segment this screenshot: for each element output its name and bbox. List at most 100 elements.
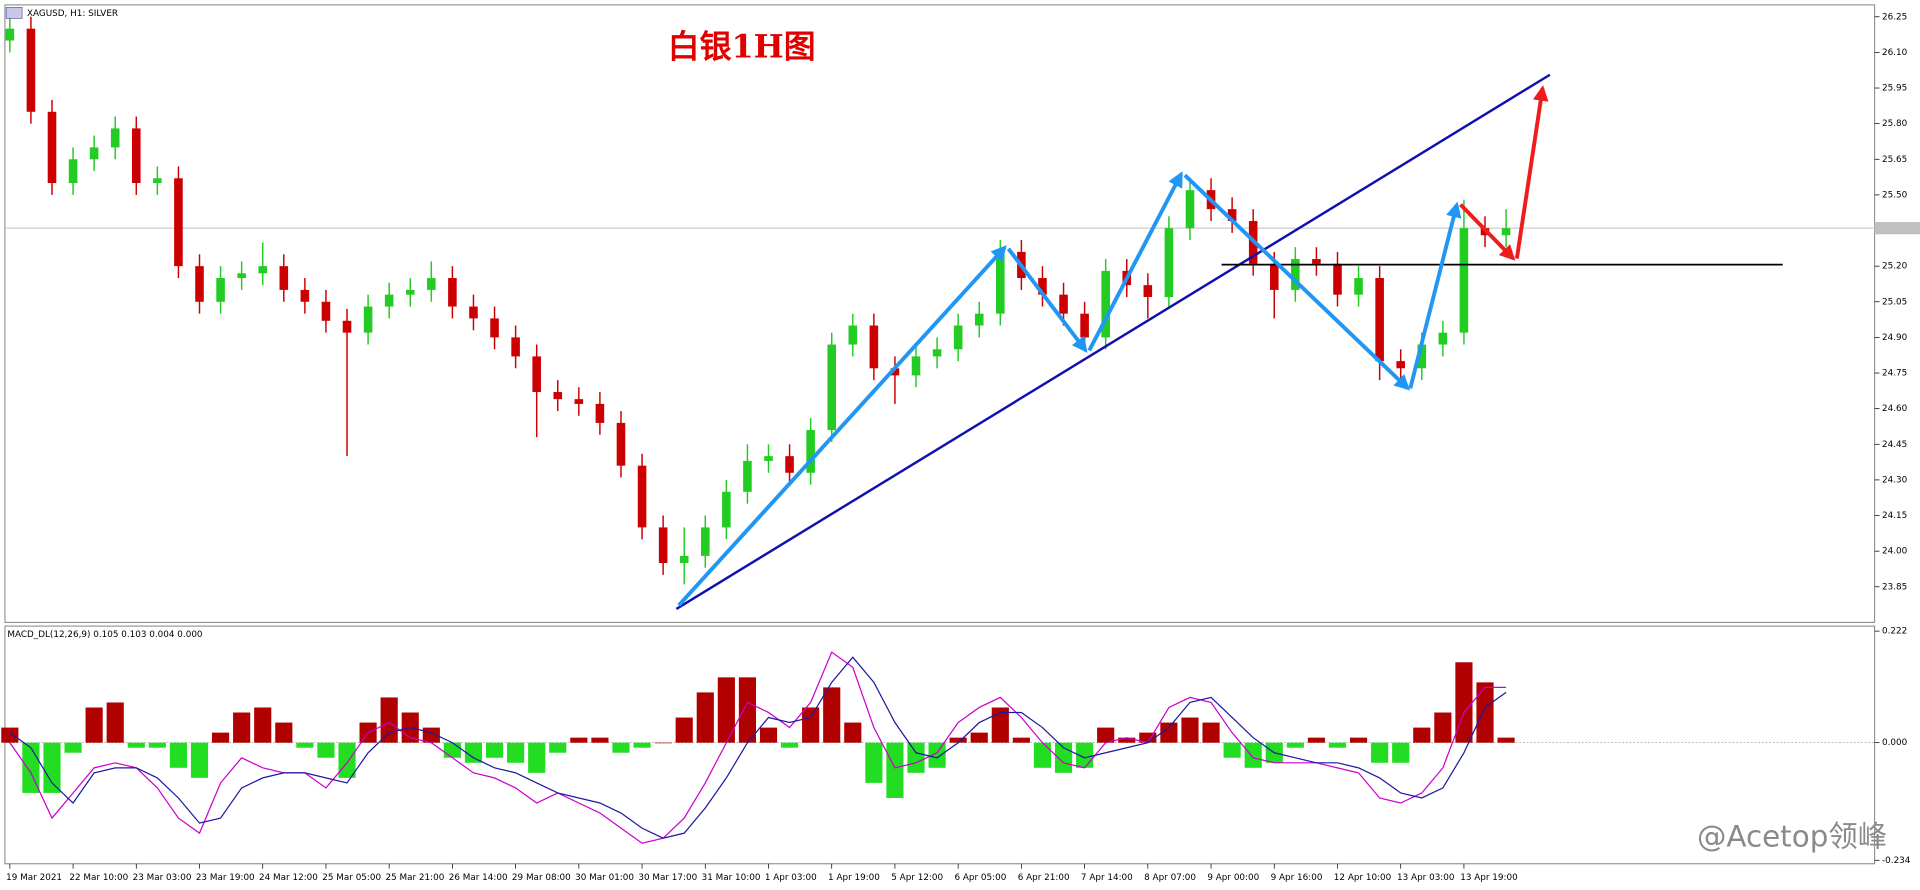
histogram-bar: [275, 722, 293, 743]
candle-body: [195, 266, 204, 302]
wave-arrow: [1087, 171, 1183, 352]
histogram-bar: [865, 742, 883, 783]
histogram-bar: [1118, 737, 1136, 743]
candle-body: [68, 159, 78, 184]
macd-panel: [4, 625, 1876, 865]
candle-body: [1333, 263, 1342, 295]
x-tick-label: 30 Mar 01:00: [575, 873, 634, 883]
histogram-bar: [591, 737, 609, 743]
y-tick-label: 0.222: [1882, 627, 1907, 637]
candle-body: [553, 392, 563, 400]
candle-body: [89, 147, 99, 160]
wave-arrows: [677, 171, 1462, 607]
y-tick-label: 24.30: [1882, 475, 1908, 485]
candle-body: [258, 266, 268, 274]
candle-body: [1143, 285, 1153, 298]
histogram-bar: [1097, 727, 1115, 743]
candle-body: [153, 178, 162, 184]
candle-body: [279, 266, 289, 290]
symbol-icon: [5, 6, 23, 19]
y-tick-label: 24.15: [1882, 511, 1907, 521]
histogram-bar: [1392, 742, 1410, 763]
candle-body: [47, 111, 57, 184]
candle-body: [974, 313, 984, 326]
histogram-bar: [823, 687, 841, 743]
watermark: @Acetop领峰: [1697, 820, 1887, 854]
histogram-bar: [64, 742, 82, 753]
price-panel: [4, 4, 1876, 623]
x-tick-label: 24 Mar 12:00: [259, 873, 318, 883]
histogram-bar: [338, 742, 356, 778]
wave-arrow: [1006, 247, 1088, 353]
candle-body: [532, 356, 541, 393]
x-tick-label: 25 Mar 05:00: [322, 873, 381, 883]
candle-body: [5, 28, 15, 41]
histogram-bar: [443, 742, 461, 758]
candle-body: [1080, 313, 1089, 338]
histogram-bar: [717, 677, 735, 743]
histogram-bar: [1012, 737, 1030, 743]
y-tick-label: 25.80: [1882, 119, 1908, 129]
candle-body: [1269, 263, 1279, 290]
x-tick-label: 25 Mar 21:00: [385, 873, 444, 883]
candle-body: [469, 306, 478, 319]
histogram-bar: [654, 742, 672, 744]
candle-body: [384, 294, 394, 307]
candle-body: [574, 399, 584, 404]
candle-body: [911, 356, 921, 376]
histogram-bar: [1076, 742, 1094, 768]
current-price-box: [1874, 222, 1920, 235]
candle-body: [427, 278, 436, 290]
candle-body: [448, 278, 457, 307]
candle-body: [700, 527, 710, 556]
histogram-bar: [780, 742, 799, 748]
candle-body: [764, 456, 773, 461]
macd-label: MACD_DL(12,26,9) 0.105 0.103 0.004 0.000: [7, 630, 203, 640]
candle-body: [722, 491, 731, 528]
histogram-bar: [1033, 742, 1052, 768]
y-tick-label: 24.75: [1882, 369, 1907, 379]
histogram-bar: [675, 717, 693, 743]
histogram-bar: [928, 742, 946, 768]
x-tick-label: 23 Mar 19:00: [196, 873, 255, 883]
histogram-bar: [1371, 742, 1389, 763]
histogram-bar: [485, 742, 504, 758]
x-tick-label: 7 Apr 14:00: [1081, 873, 1133, 883]
forecast-arrow: [1459, 203, 1516, 261]
candle-body: [1375, 278, 1384, 362]
x-tick-label: 6 Apr 05:00: [954, 873, 1006, 883]
histogram-bar: [212, 732, 230, 743]
x-tick-label: 22 Mar 10:00: [69, 873, 128, 883]
candle-body: [658, 527, 668, 564]
macd-line: [9, 656, 1507, 839]
histogram-bar: [127, 742, 145, 748]
candle-body: [595, 403, 605, 423]
histogram-bar: [549, 742, 567, 753]
y-tick-label: 26.10: [1882, 48, 1908, 58]
candle-body: [637, 465, 647, 528]
candle-body: [1438, 332, 1448, 345]
symbol-label: XAGUSD, H1: SILVER: [27, 9, 118, 19]
y-tick-label: 25.50: [1882, 190, 1908, 200]
candle-body: [1038, 278, 1047, 295]
x-tick-label: 1 Apr 19:00: [828, 873, 880, 883]
x-tick-label: 31 Mar 10:00: [702, 873, 761, 883]
candle-body: [1059, 294, 1068, 314]
candle-body: [1312, 259, 1321, 264]
candle-body: [1459, 228, 1469, 333]
y-tick-label: 24.45: [1882, 440, 1907, 450]
candle-body: [131, 128, 141, 184]
x-tick-label: 8 Apr 07:00: [1144, 873, 1196, 883]
x-tick-label: 19 Mar 2021: [6, 873, 62, 883]
histogram-bar: [528, 742, 546, 773]
candle-body: [932, 349, 942, 357]
x-tick-label: 9 Apr 00:00: [1207, 873, 1259, 883]
histogram-bar: [1434, 712, 1452, 743]
candle-body: [890, 368, 900, 376]
y-tick-label: 23.85: [1882, 582, 1907, 592]
candle-body: [869, 325, 879, 369]
y-tick-label: 25.20: [1882, 262, 1908, 272]
x-tick-label: 23 Mar 03:00: [133, 873, 192, 883]
x-tick-label: 30 Mar 17:00: [638, 873, 697, 883]
